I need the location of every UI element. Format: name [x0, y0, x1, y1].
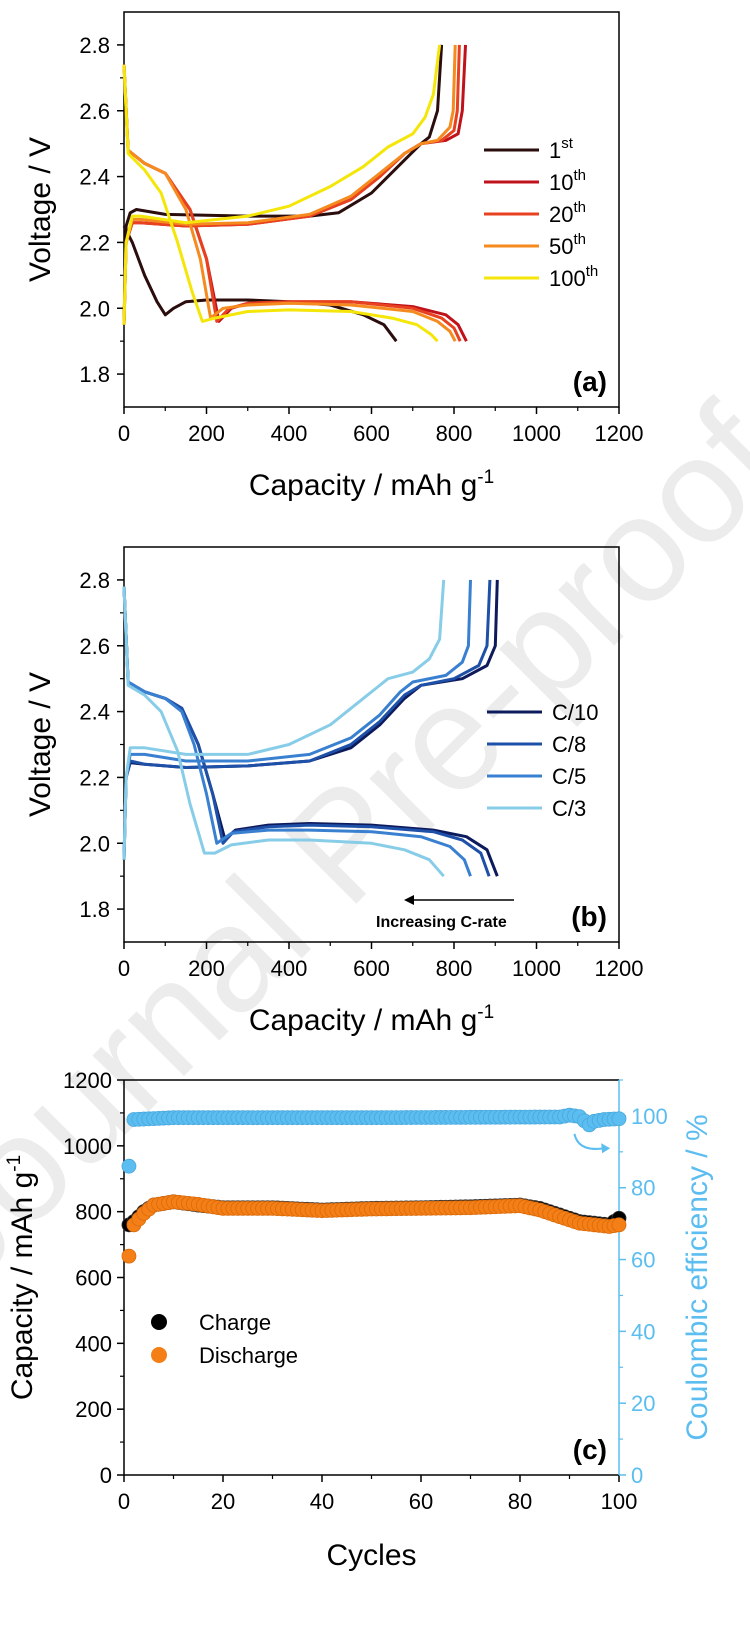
series-0-discharge-line [122, 225, 398, 343]
y-tick-label: 2.0 [79, 296, 110, 321]
y-axis-title: Capacity / mAh g-1 [4, 1155, 39, 1400]
series-3-discharge-line [122, 586, 445, 878]
ce-point [611, 1111, 627, 1127]
series-1-charge-line [122, 44, 467, 325]
panel-a-chart: 0 200 400 600 800 1000 1200 1.8 2.0 2.2 2.4 2.6 2.8 C… [24, 11, 644, 502]
y2-tick-label: 0 [631, 1463, 643, 1488]
series-1-charge-line [122, 579, 492, 860]
y2-tick-label: 80 [631, 1176, 655, 1201]
y2-tick-label: 100 [631, 1104, 668, 1129]
y-tick-label: 1.8 [79, 362, 110, 387]
y-tick-label: 2.0 [79, 831, 110, 856]
legend-label: 20th [549, 199, 586, 227]
c-rate-annotation: Increasing C-rate [376, 914, 507, 931]
y2-tick-label: 40 [631, 1319, 655, 1344]
panel-b-chart: 0 200 400 600 800 1000 1200 1.8 2.0 2.2 2.4 2.6 2.8 C… [24, 546, 644, 1037]
y-axis-title: Voltage / V [24, 672, 57, 817]
plot-frame [123, 11, 620, 408]
y-axis-title: Voltage / V [24, 137, 57, 282]
x-tick-label: 400 [271, 956, 308, 981]
x-tick-label: 0 [118, 421, 130, 446]
y-tick-label: 2.2 [79, 230, 110, 255]
x-tick-label: 200 [188, 956, 225, 981]
series-4-discharge-line [122, 64, 439, 343]
series-3-discharge-line [122, 64, 457, 342]
x-tick-label: 1200 [595, 956, 644, 981]
series-2-charge-line [122, 579, 472, 860]
y2-axis-title: Coulombic efficiency / % [681, 1114, 714, 1440]
series-2-charge-line [122, 44, 461, 325]
y2-tick-label: 60 [631, 1248, 655, 1273]
x-tick-label: 600 [353, 421, 390, 446]
legend-marker [151, 1347, 167, 1363]
x-tick-label: 20 [211, 1489, 235, 1514]
discharge-point [121, 1248, 137, 1264]
y-tick-label: 2.8 [79, 568, 110, 593]
x-tick-label: 800 [436, 956, 473, 981]
legend-marker [151, 1314, 167, 1330]
panel-c-chart: 0 20 40 60 80 1000200400600800100012000204060… [4, 1068, 714, 1572]
x-tick-label: 1000 [512, 421, 561, 446]
x-axis-title: Cycles [326, 1539, 416, 1572]
y-tick-label: 600 [75, 1266, 112, 1291]
legend-label: 100th [549, 263, 598, 291]
x-tick-label: 1200 [595, 421, 644, 446]
series-3-charge-line [122, 44, 457, 325]
series-4-charge-line [122, 44, 442, 325]
legend-label: C/10 [552, 700, 598, 725]
y-tick-label: 1200 [63, 1068, 112, 1093]
y-tick-label: 2.4 [79, 700, 110, 725]
legend-label: 1st [549, 135, 574, 163]
legend-label: Discharge [199, 1343, 298, 1368]
ce-point [121, 1158, 137, 1174]
y2-tick-label: 20 [631, 1391, 655, 1416]
y-tick-label: 800 [75, 1200, 112, 1225]
series-2-discharge-line [122, 586, 472, 877]
y-tick-label: 0 [100, 1463, 112, 1488]
c-rate-arrow-head [404, 895, 414, 905]
y-tick-label: 1000 [63, 1134, 112, 1159]
x-tick-label: 60 [409, 1489, 433, 1514]
legend-label: Charge [199, 1310, 271, 1335]
x-tick-label: 600 [353, 956, 390, 981]
y-tick-label: 1.8 [79, 897, 110, 922]
x-tick-label: 0 [118, 1489, 130, 1514]
legend-label: 10th [549, 167, 586, 195]
x-tick-label: 80 [508, 1489, 532, 1514]
x-tick-label: 0 [118, 956, 130, 981]
y-tick-label: 2.8 [79, 33, 110, 58]
x-axis-title: Capacity / mAh g-1 [249, 1002, 494, 1037]
series-0-charge-line [122, 44, 444, 325]
y-tick-label: 2.2 [79, 765, 110, 790]
discharge-point [611, 1217, 627, 1233]
x-axis-title: Capacity / mAh g-1 [249, 467, 494, 502]
x-tick-label: 40 [310, 1489, 334, 1514]
x-tick-label: 200 [188, 421, 225, 446]
ce-arrow-head [601, 1143, 611, 1154]
y-tick-label: 2.4 [79, 165, 110, 190]
y-tick-label: 2.6 [79, 634, 110, 659]
panel-label: (c) [573, 1434, 607, 1465]
panel-label: (a) [573, 366, 607, 397]
x-tick-label: 1000 [512, 956, 561, 981]
series-2-discharge-line [122, 64, 462, 342]
legend-label: C/8 [552, 732, 586, 757]
x-tick-label: 800 [436, 421, 473, 446]
legend-label: 50th [549, 231, 586, 259]
x-tick-label: 100 [601, 1489, 638, 1514]
x-tick-label: 400 [271, 421, 308, 446]
y-tick-label: 200 [75, 1397, 112, 1422]
panel-label: (b) [571, 901, 607, 932]
y-tick-label: 2.6 [79, 99, 110, 124]
legend-label: C/3 [552, 796, 586, 821]
series-3-charge-line [122, 579, 446, 860]
legend-label: C/5 [552, 764, 586, 789]
y-tick-label: 400 [75, 1331, 112, 1356]
ce-arrow-line [573, 1133, 605, 1150]
